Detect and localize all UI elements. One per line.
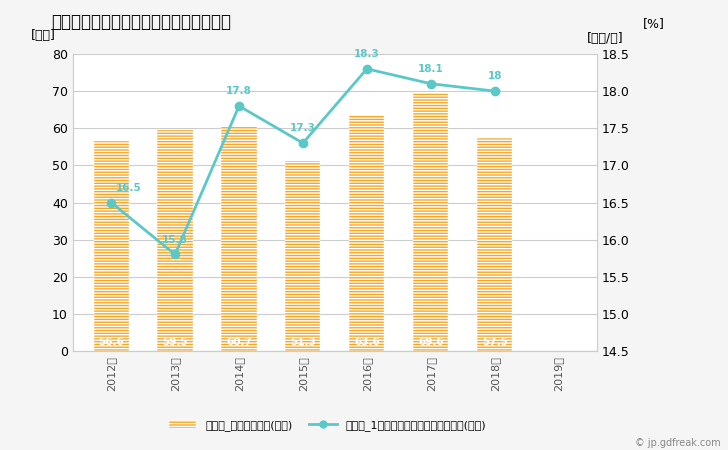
Text: © jp.gdfreak.com: © jp.gdfreak.com [635,438,721,448]
Bar [157,130,193,351]
Text: 住宅用建築物の工事費予定額合計の推移: 住宅用建築物の工事費予定額合計の推移 [51,14,231,32]
Text: 18.3: 18.3 [354,49,380,59]
Bar [349,115,384,351]
Text: 60.7: 60.7 [226,337,252,347]
Text: 57.5: 57.5 [482,337,507,347]
Text: 56.6: 56.6 [98,337,124,347]
Legend: 住宅用_工事費予定額(左軸), 住宅用_1平米当たり平均工事費予定額(右軸): 住宅用_工事費予定額(左軸), 住宅用_1平米当たり平均工事費予定額(右軸) [165,416,491,436]
Text: 69.6: 69.6 [418,337,443,347]
Text: [万円/㎡]: [万円/㎡] [587,32,623,45]
Text: 51.3: 51.3 [290,337,316,347]
Bar [477,138,513,351]
Text: 18.1: 18.1 [418,64,443,74]
Text: 59.5: 59.5 [162,337,188,347]
Bar [94,141,129,351]
Text: 17.3: 17.3 [290,123,316,134]
Text: 63.6: 63.6 [354,337,380,347]
Text: [億円]: [億円] [31,29,56,42]
Bar [285,161,320,351]
Text: 18: 18 [488,72,502,81]
Bar [221,126,256,351]
Text: 15.8: 15.8 [162,235,188,245]
Bar [414,93,448,351]
Text: 17.8: 17.8 [226,86,252,96]
Text: 16.5: 16.5 [116,183,142,193]
Text: [%]: [%] [644,17,665,30]
